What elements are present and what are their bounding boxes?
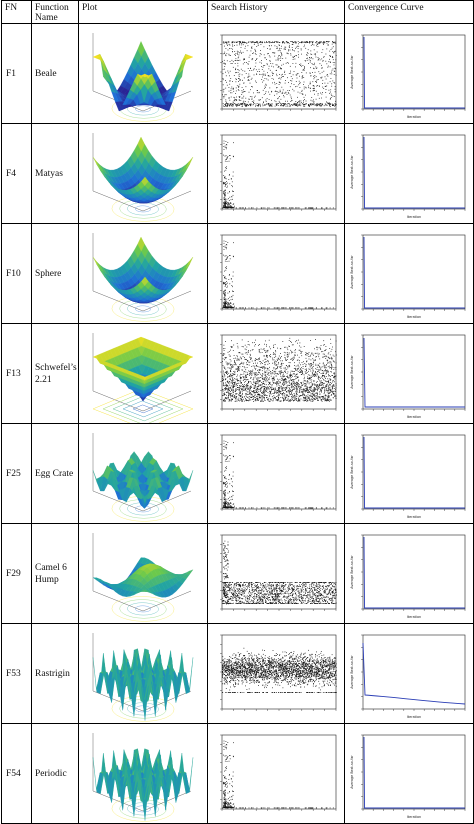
search-history-plot bbox=[208, 125, 344, 223]
x-axis-label: Iteration bbox=[407, 315, 421, 319]
search-history-plot bbox=[208, 625, 344, 723]
fn-code: F1 bbox=[2, 24, 32, 124]
y-axis-label: Average Best-so-far bbox=[350, 454, 354, 488]
convergence-plot: Average Best-so-far Iteration bbox=[345, 225, 473, 323]
convergence-plot: Average Best-so-far Iteration bbox=[345, 525, 473, 623]
fn-code: F13 bbox=[2, 324, 32, 424]
function-name: Beale bbox=[32, 24, 79, 124]
surface-plot bbox=[79, 25, 207, 123]
x-axis-label: Iteration bbox=[407, 415, 421, 419]
x-axis-label: Iteration bbox=[407, 715, 421, 719]
fn-code: F54 bbox=[2, 724, 32, 824]
search-history-plot bbox=[208, 325, 344, 423]
search-history-plot bbox=[208, 725, 344, 823]
fn-code: F53 bbox=[2, 624, 32, 724]
convergence-curve-cell: Average Best-so-far Iteration bbox=[345, 324, 474, 424]
convergence-curve-cell: Average Best-so-far Iteration bbox=[345, 124, 474, 224]
fn-code: F4 bbox=[2, 124, 32, 224]
convergence-plot: Average Best-so-far Iteration bbox=[345, 25, 473, 123]
fn-code: F25 bbox=[2, 424, 32, 524]
search-history-cell bbox=[208, 324, 345, 424]
y-axis-label: Average Best-so-far bbox=[350, 154, 354, 188]
surface-plot-cell bbox=[79, 24, 208, 124]
search-history-cell bbox=[208, 224, 345, 324]
search-history-plot bbox=[208, 25, 344, 123]
surface-plot-cell bbox=[79, 624, 208, 724]
surface-plot-cell bbox=[79, 524, 208, 624]
search-history-plot bbox=[208, 425, 344, 523]
surface-plot-cell bbox=[79, 224, 208, 324]
surface-plot-cell bbox=[79, 324, 208, 424]
convergence-plot: Average Best-so-far Iteration bbox=[345, 325, 473, 423]
table-header-row: FN Function Name Plot Search History Con… bbox=[2, 1, 474, 24]
x-axis-label: Iteration bbox=[407, 115, 421, 119]
surface-plot bbox=[79, 525, 207, 623]
surface-plot bbox=[79, 425, 207, 523]
search-history-plot bbox=[208, 225, 344, 323]
header-convergence-curve: Convergence Curve bbox=[345, 1, 474, 24]
surface-plot-cell bbox=[79, 424, 208, 524]
convergence-plot: Average Best-so-far Iteration bbox=[345, 625, 473, 723]
function-name: Sphere bbox=[32, 224, 79, 324]
search-history-cell bbox=[208, 724, 345, 824]
y-axis-label: Average Best-so-far bbox=[350, 754, 354, 788]
convergence-plot: Average Best-so-far Iteration bbox=[345, 425, 473, 523]
function-name: Periodic bbox=[32, 724, 79, 824]
search-history-plot bbox=[208, 525, 344, 623]
surface-plot bbox=[79, 325, 207, 423]
fn-code: F29 bbox=[2, 524, 32, 624]
x-axis-label: Iteration bbox=[407, 515, 421, 519]
search-history-cell bbox=[208, 24, 345, 124]
function-name: Matyas bbox=[32, 124, 79, 224]
convergence-curve-cell: Average Best-so-far Iteration bbox=[345, 524, 474, 624]
surface-plot bbox=[79, 725, 207, 823]
function-name: Schwefel’s 2.21 bbox=[32, 324, 79, 424]
y-axis-label: Average Best-so-far bbox=[350, 654, 354, 688]
surface-plot-cell bbox=[79, 724, 208, 824]
surface-plot bbox=[79, 225, 207, 323]
y-axis-label: Average Best-so-far bbox=[350, 254, 354, 288]
header-plot: Plot bbox=[79, 1, 208, 24]
function-name: Egg Crate bbox=[32, 424, 79, 524]
convergence-curve-cell: Average Best-so-far Iteration bbox=[345, 424, 474, 524]
search-history-cell bbox=[208, 624, 345, 724]
convergence-curve-cell: Average Best-so-far Iteration bbox=[345, 24, 474, 124]
header-fn: FN bbox=[2, 1, 32, 24]
search-history-cell bbox=[208, 124, 345, 224]
x-axis-label: Iteration bbox=[407, 215, 421, 219]
fn-code: F10 bbox=[2, 224, 32, 324]
header-search-history: Search History bbox=[208, 1, 345, 24]
y-axis-label: Average Best-so-far bbox=[350, 554, 354, 588]
convergence-plot: Average Best-so-far Iteration bbox=[345, 125, 473, 223]
search-history-cell bbox=[208, 424, 345, 524]
surface-plot bbox=[79, 125, 207, 223]
convergence-curve-cell: Average Best-so-far Iteration bbox=[345, 224, 474, 324]
function-name: Rastrigin bbox=[32, 624, 79, 724]
search-history-cell bbox=[208, 524, 345, 624]
header-function-name: Function Name bbox=[32, 1, 79, 24]
x-axis-label: Iteration bbox=[407, 615, 421, 619]
y-axis-label: Average Best-so-far bbox=[350, 354, 354, 388]
y-axis-label: Average Best-so-far bbox=[350, 54, 354, 88]
convergence-curve-cell: Average Best-so-far Iteration bbox=[345, 624, 474, 724]
function-name: Camel 6 Hump bbox=[32, 524, 79, 624]
surface-plot-cell bbox=[79, 124, 208, 224]
surface-plot bbox=[79, 625, 207, 723]
